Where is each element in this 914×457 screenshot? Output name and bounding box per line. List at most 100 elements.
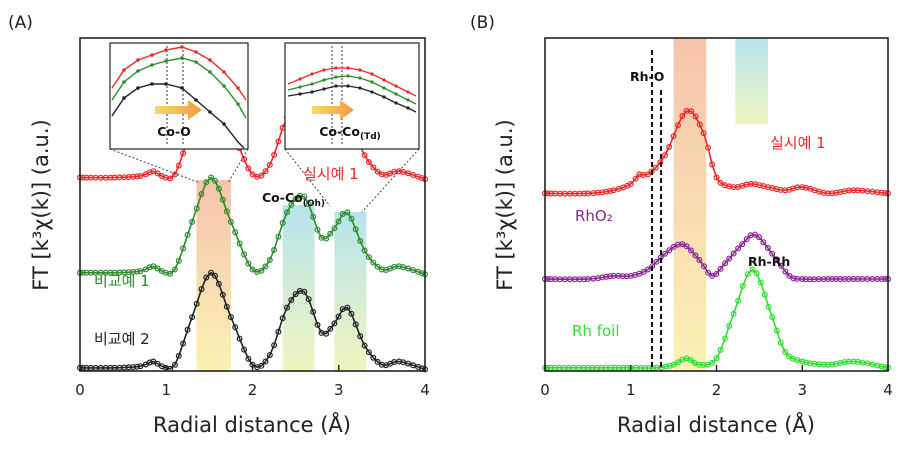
- panel-a-point-1-70: [374, 168, 381, 175]
- panel-a-point-3-14: [133, 363, 140, 370]
- panel-b-point-2-14: [599, 274, 606, 281]
- panel-b-band-2: [735, 38, 768, 124]
- panel-a-point-1-14: [133, 173, 140, 180]
- panel-a-point-2-50: [288, 201, 295, 208]
- panel-b-point-2-39: [705, 269, 712, 276]
- inset-co-o-shift-arrow: [155, 100, 202, 120]
- inset-co-co-td-green-markers: [298, 74, 410, 102]
- panel-a-point-2-53: [301, 193, 308, 200]
- panel-a-point-3-49: [284, 304, 291, 311]
- panel-a-series: [76, 79, 429, 373]
- panel-a-point-1-78: [410, 172, 417, 179]
- panel-a-point-3-51: [292, 291, 299, 298]
- panel-b-point-1-41: [713, 174, 720, 181]
- panel-b-point-3-30: [666, 362, 673, 369]
- panel-b-point-2-59: [790, 275, 797, 282]
- panel-a-point-3-33: [215, 280, 222, 287]
- panel-a-point-3-13: [130, 364, 137, 371]
- panel-b-series-markers-2: [541, 231, 891, 283]
- panel-a-point-3-24: [175, 352, 182, 359]
- panel-a-point-2-44: [262, 263, 269, 270]
- panel-b-point-2-73: [850, 276, 857, 283]
- panel-a-point-2-54: [305, 201, 312, 208]
- panel-a-point-2-38: [236, 240, 243, 247]
- panel-b-point-1-32: [674, 122, 681, 129]
- panel-a-bands: [196, 180, 367, 371]
- panel-a-point-2-66: [357, 238, 364, 245]
- panel-a-point-3-25: [180, 340, 187, 347]
- panel-a-x-tick-label-5: 4: [420, 381, 430, 399]
- series-label-a-3: 비교예 2: [94, 330, 150, 348]
- panel-a-point-2-41: [249, 266, 256, 273]
- panel-b-point-2-79: [878, 276, 885, 283]
- panel-b-point-2-53: [764, 245, 771, 252]
- panel-b-point-1-29: [661, 152, 668, 159]
- panel-b-point-1-38: [700, 130, 707, 137]
- panel-b-point-3-51: [757, 279, 764, 286]
- panel-a-point-2-64: [348, 215, 355, 222]
- panel-b-point-1-36: [692, 113, 699, 120]
- panel-b-point-3-20: [624, 364, 631, 371]
- panel-a-point-1-46: [271, 151, 278, 158]
- panel-a-point-2-47: [275, 233, 282, 240]
- panel-b-point-2-50: [752, 231, 759, 238]
- panel-a-point-2-45: [266, 257, 273, 264]
- annotation-rh-rh: Rh-Rh: [748, 254, 790, 269]
- panel-a-point-1-68: [365, 159, 372, 166]
- panel-a-point-3-43: [258, 362, 265, 369]
- panel-a-point-2-71: [378, 266, 385, 273]
- panel-a-point-2-39: [241, 251, 248, 258]
- panel-a-point-2-58: [323, 235, 330, 242]
- panel-b-point-2-69: [833, 276, 840, 283]
- panel-a-label: (A): [8, 13, 33, 33]
- panel-a-point-2-65: [352, 226, 359, 233]
- panel-a-point-1-67: [361, 152, 368, 159]
- panel-a-point-2-28: [193, 205, 200, 212]
- panel-a-point-3-44: [262, 358, 269, 365]
- panel-a-x-ticks: 0 1 2 3 4: [75, 365, 430, 399]
- panel-a-point-1-41: [249, 171, 256, 178]
- panel-a-point-3-15: [137, 363, 144, 370]
- panel-a-point-2-13: [130, 268, 137, 275]
- panel-b-point-1-15: [603, 188, 610, 195]
- panel-b-point-2-56: [778, 262, 785, 269]
- panel-b-point-3-61: [799, 358, 806, 365]
- panel-b-point-1-37: [696, 121, 703, 128]
- panel-a-point-3-35: [223, 303, 230, 310]
- panel-b-point-2-44: [726, 255, 733, 262]
- panel-a-point-3-23: [171, 361, 178, 368]
- panel-b-point-2-10: [581, 276, 588, 283]
- panel-a-point-2-40: [245, 260, 252, 267]
- panel-a-x-tick-label-4: 3: [334, 381, 344, 399]
- panel-a-point-3-40: [245, 355, 252, 362]
- panel-b-point-3-73: [850, 358, 857, 365]
- inset-co-o: Co-O: [109, 42, 249, 150]
- panel-a-point-2-24: [175, 257, 182, 264]
- panel-a-point-2-63: [344, 209, 351, 216]
- inset-co-co-td-label: Co-Co(Td): [319, 124, 381, 142]
- panel-b-point-2-36: [692, 252, 699, 259]
- panel-a-point-2-59: [327, 230, 334, 237]
- inset-co-co-td-black-curve: [287, 85, 417, 113]
- panel-a-point-3-69: [370, 354, 377, 361]
- panel-b-point-2-30: [666, 247, 673, 254]
- panel-b-series-line-3: [545, 268, 889, 369]
- panel-a-point-2-78: [410, 267, 417, 274]
- series-label-a-1: 실시예 1: [303, 165, 359, 183]
- panel-b-point-3-79: [878, 363, 885, 370]
- panel-b-point-1-14: [599, 189, 606, 196]
- panel-a-point-3-66: [357, 333, 364, 340]
- panel-b-point-2-34: [683, 243, 690, 250]
- panel-b-point-2-43: [722, 260, 729, 267]
- panel-a-point-2-15: [137, 268, 144, 275]
- panel-b-point-2-11: [584, 276, 591, 283]
- panel-a-point-1-15: [137, 173, 144, 180]
- panel-b-point-3-44: [726, 322, 733, 329]
- panel-a-point-3-48: [279, 315, 286, 322]
- panel-a-point-3-71: [378, 361, 385, 368]
- panel-a-point-1-45: [266, 161, 273, 168]
- inset-co-co-td-black-markers: [298, 84, 410, 110]
- panel-b-y-axis-title: FT [k³χ(k)] (a.u.): [493, 119, 517, 290]
- panel-b-point-2-42: [717, 265, 724, 272]
- panel-a-point-3-38: [236, 335, 243, 342]
